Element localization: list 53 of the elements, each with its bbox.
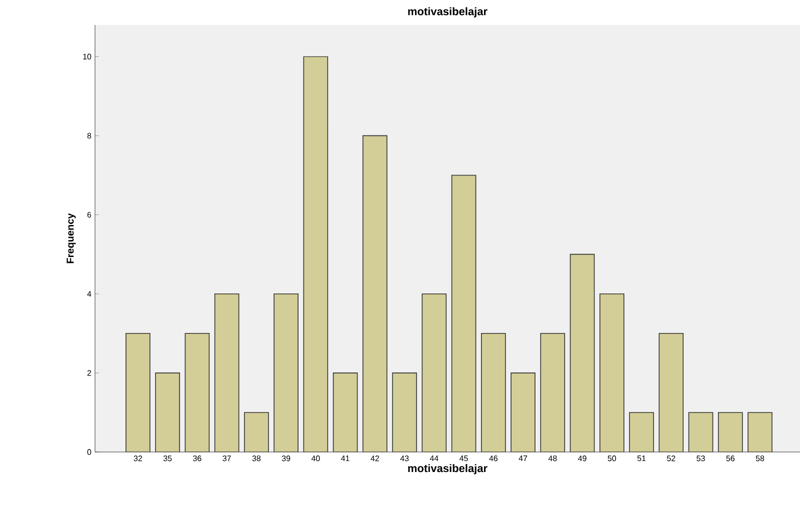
bar — [688, 412, 714, 452]
x-tick-label: 40 — [311, 456, 320, 462]
y-tick-label: 6 — [87, 212, 92, 218]
bar — [362, 135, 388, 452]
bar — [214, 293, 240, 452]
chart-title: motivasibelajar — [408, 7, 488, 18]
bar — [540, 332, 566, 452]
x-tick-label: 41 — [341, 456, 350, 462]
bar — [629, 412, 654, 452]
y-tick-label: 0 — [87, 449, 92, 455]
bar — [244, 412, 269, 452]
y-tick-label: 2 — [87, 370, 92, 376]
bar — [600, 293, 624, 452]
bar — [570, 254, 595, 452]
bar — [718, 412, 743, 452]
bar — [422, 293, 447, 452]
bar — [481, 332, 506, 452]
x-axis-title: motivasibelajar — [408, 464, 488, 474]
y-axis-title: Frequency — [66, 213, 76, 264]
x-tick-label: 35 — [163, 456, 172, 462]
x-tick-label: 42 — [370, 456, 379, 462]
x-tick-label: 37 — [222, 456, 231, 462]
x-tick-label: 47 — [518, 456, 528, 462]
x-tick-label: 56 — [726, 456, 734, 462]
bar — [126, 332, 150, 452]
bar — [332, 372, 358, 452]
x-tick-label: 44 — [430, 456, 438, 462]
x-tick-label: 48 — [548, 456, 557, 462]
x-tick-label: 45 — [460, 456, 468, 462]
x-tick-label: 58 — [756, 456, 764, 462]
y-tick-label: 10 — [83, 54, 92, 60]
x-tick-label: 50 — [608, 456, 616, 462]
x-tick-label: 46 — [489, 456, 498, 462]
x-tick-label: 43 — [400, 456, 409, 462]
bar — [510, 372, 536, 452]
bar — [748, 412, 772, 452]
x-tick-label: 32 — [134, 456, 142, 462]
bar — [155, 372, 180, 452]
y-tick-label: 4 — [87, 291, 92, 297]
bar — [392, 372, 417, 452]
bar — [274, 293, 298, 452]
x-tick-label: 52 — [667, 456, 676, 462]
x-tick-label: 53 — [696, 456, 705, 462]
bar — [451, 174, 476, 452]
x-tick-label: 38 — [252, 456, 261, 462]
x-tick-label: 39 — [282, 456, 290, 462]
x-tick-label: 51 — [637, 456, 646, 462]
y-tick-label: 8 — [87, 132, 92, 139]
bar — [303, 56, 328, 452]
x-tick-label: 49 — [578, 456, 586, 462]
x-tick-label: 36 — [193, 456, 202, 462]
bar — [658, 332, 684, 452]
bar — [184, 332, 210, 452]
